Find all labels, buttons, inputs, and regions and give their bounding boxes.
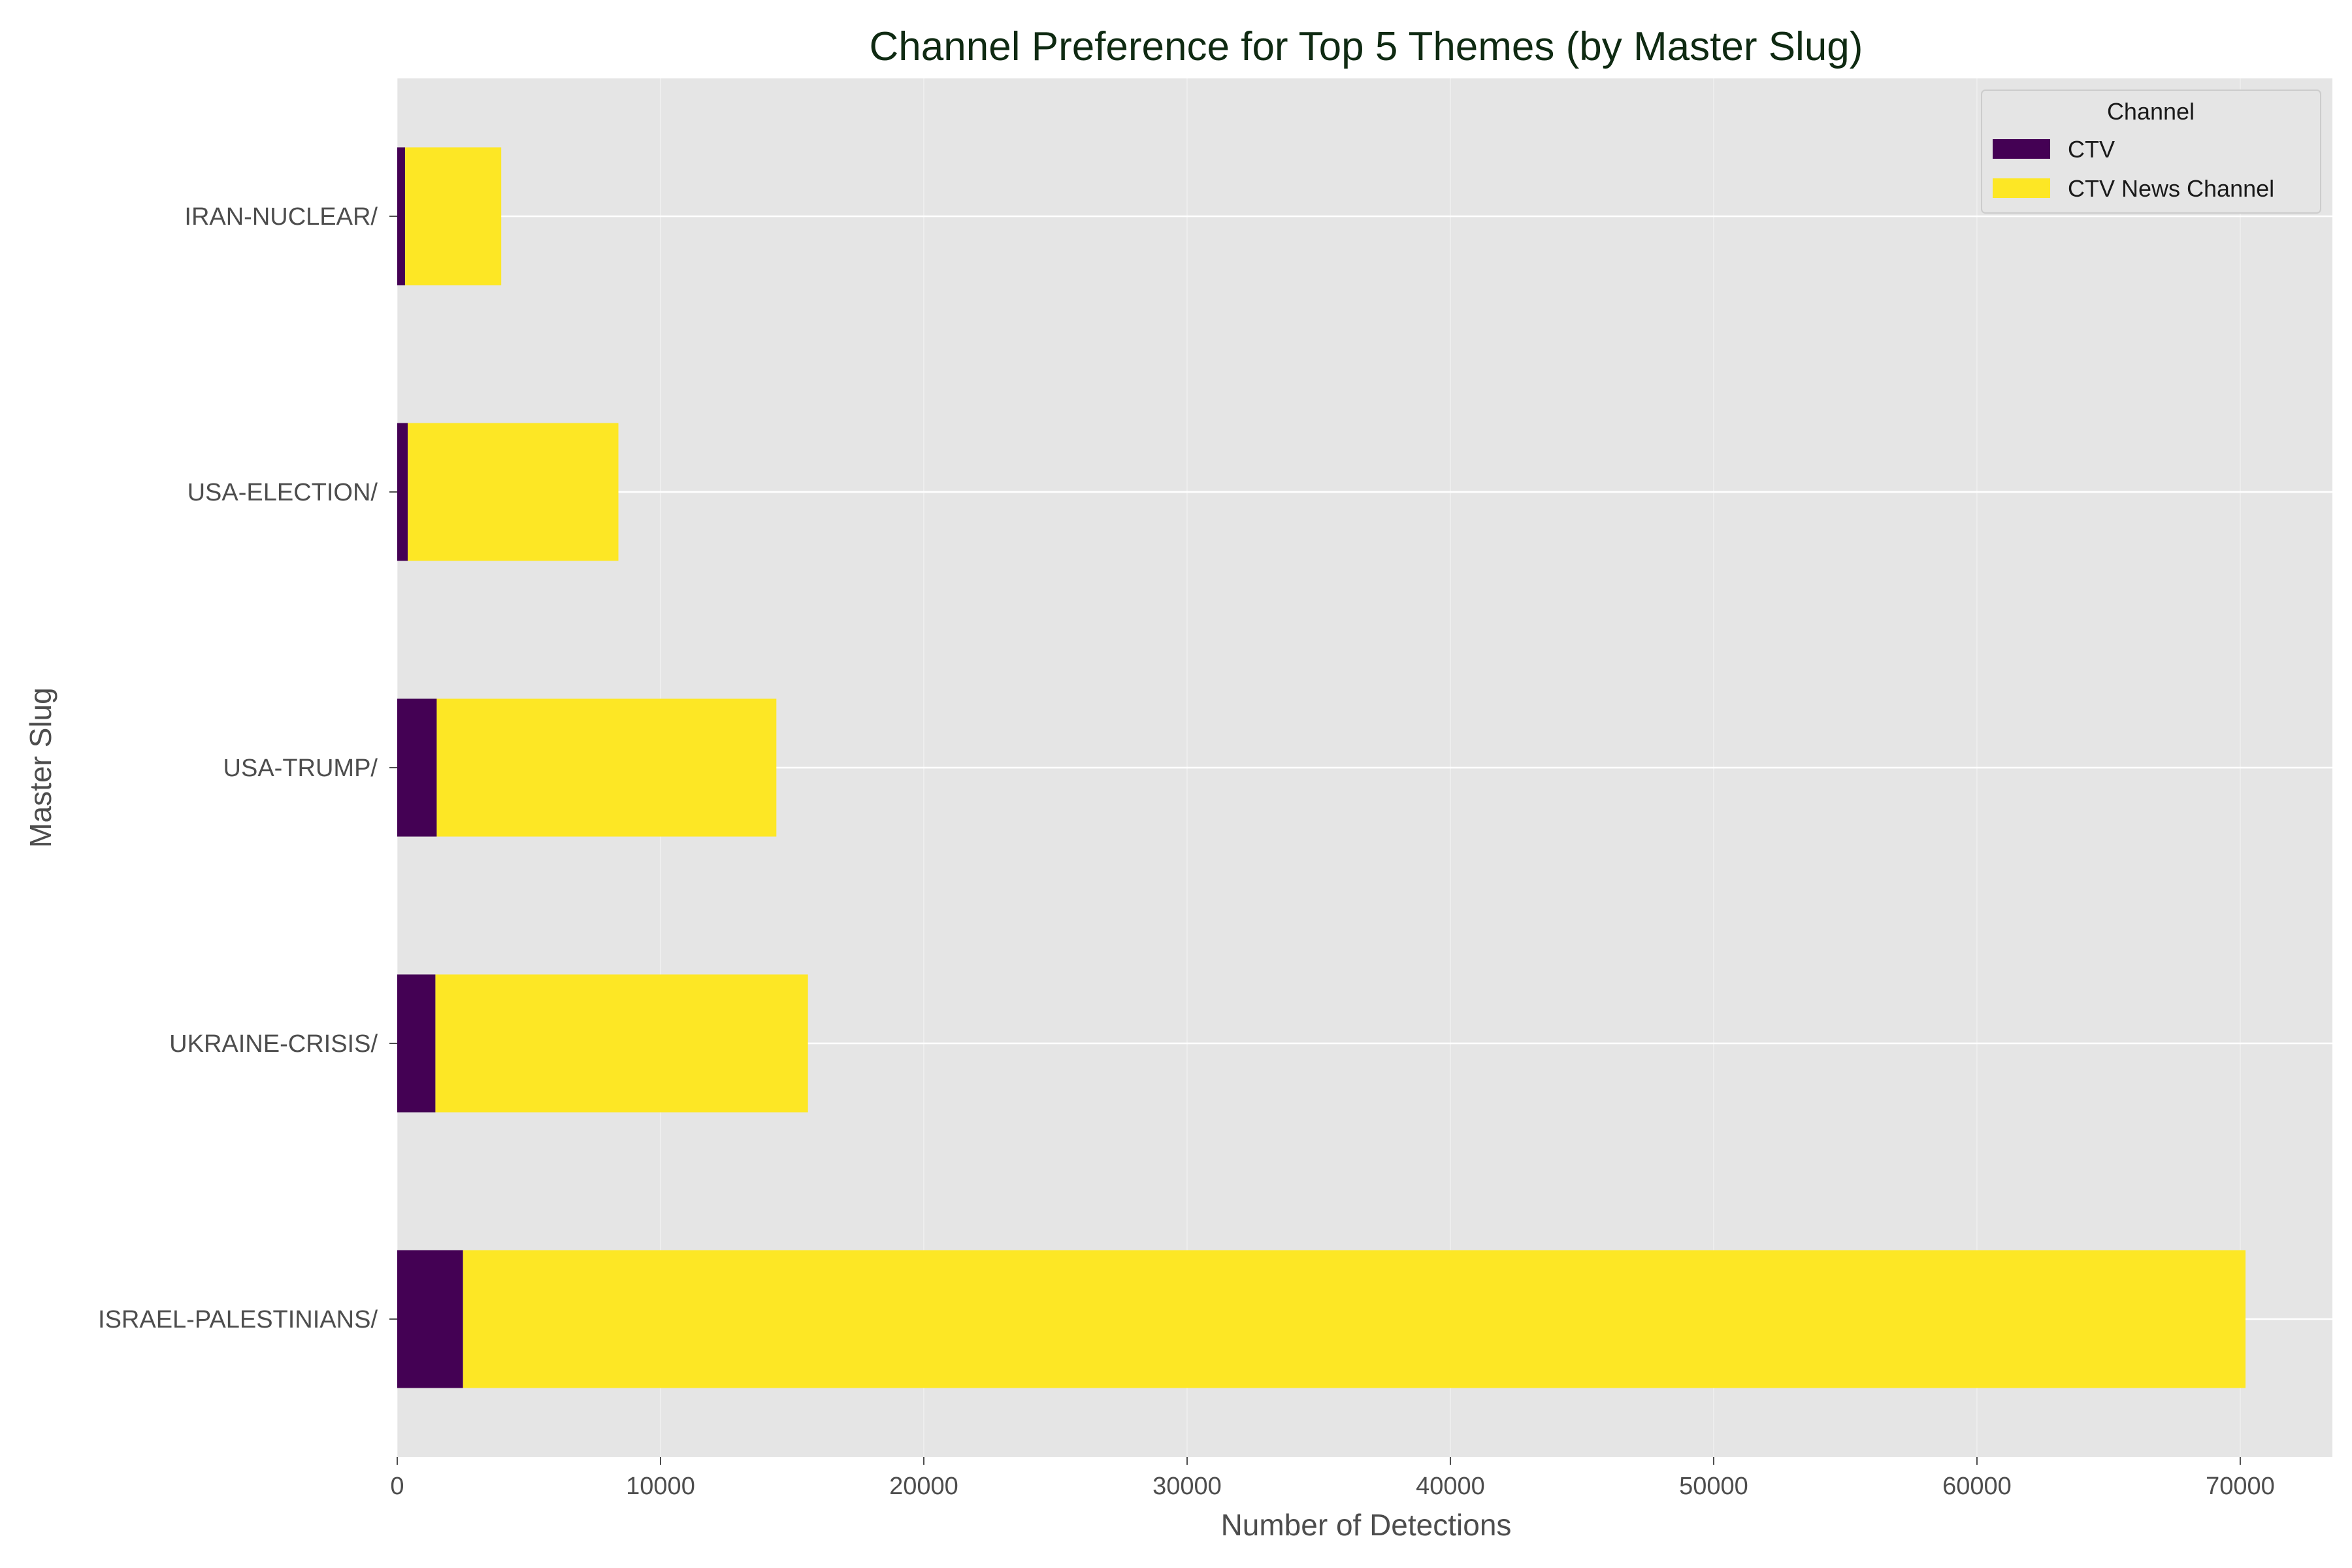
y-tick-label: USA-ELECTION/: [188, 479, 378, 506]
bar-ukraine-crisis-ctv: [397, 974, 436, 1113]
x-axis-title: Number of Detections: [1221, 1508, 1512, 1542]
bar-usa-trump-ctv-news-channel: [436, 698, 777, 837]
bar-iran-nuclear-ctv: [397, 147, 406, 286]
x-tick-label: 60000: [1942, 1473, 2012, 1500]
bar-usa-trump-ctv: [397, 698, 437, 837]
y-tick-label: USA-TRUMP/: [223, 755, 378, 782]
bar-israel-palestinians-ctv: [397, 1250, 463, 1388]
x-tick-label: 70000: [2206, 1473, 2275, 1500]
bar-israel-palestinians-ctv-news-channel: [463, 1250, 2246, 1388]
legend-box: [1981, 90, 2321, 214]
y-axis-title: Master Slug: [24, 687, 57, 847]
y-axis: ISRAEL-PALESTINIANS/UKRAINE-CRISIS/USA-T…: [98, 203, 397, 1333]
legend: Channel CTV CTV News Channel: [1981, 90, 2321, 214]
y-tick-label: IRAN-NUCLEAR/: [184, 203, 378, 231]
x-tick-label: 40000: [1416, 1473, 1485, 1500]
bar-iran-nuclear-ctv-news-channel: [405, 147, 502, 286]
y-tick-label: ISRAEL-PALESTINIANS/: [98, 1306, 378, 1333]
x-tick-label: 0: [390, 1473, 404, 1500]
x-tick-label: 30000: [1152, 1473, 1222, 1500]
bars: [397, 147, 2246, 1388]
legend-swatch-ctv-news-channel: [1993, 178, 2050, 198]
legend-label-ctv: CTV: [2068, 136, 2115, 163]
bar-ukraine-crisis-ctv-news-channel: [435, 974, 808, 1113]
bar-usa-election-ctv: [397, 423, 408, 561]
x-axis: 0 10000 20000 30000 40000 50000 60000 70000: [390, 1457, 2275, 1500]
chart-title: Channel Preference for Top 5 Themes (by …: [870, 24, 1863, 69]
legend-title: Channel: [2107, 98, 2195, 125]
bar-usa-election-ctv-news-channel: [408, 423, 619, 561]
x-tick-label: 50000: [1679, 1473, 1748, 1500]
y-tick-label: UKRAINE-CRISIS/: [169, 1030, 378, 1058]
x-tick-label: 20000: [889, 1473, 958, 1500]
legend-swatch-ctv: [1993, 139, 2050, 159]
x-tick-label: 10000: [626, 1473, 695, 1500]
legend-label-ctv-news-channel: CTV News Channel: [2068, 175, 2274, 202]
